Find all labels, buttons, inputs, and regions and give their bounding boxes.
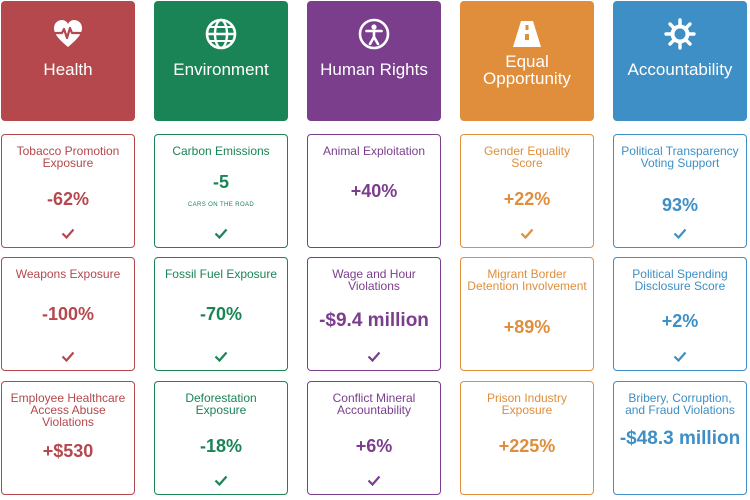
metric-value: -100%	[41, 304, 95, 324]
check-icon	[673, 351, 687, 362]
check-icon	[520, 228, 534, 239]
metric-value: -62%	[46, 189, 90, 209]
category-title: Equal Opportunity	[483, 52, 571, 88]
metric-value: +225%	[498, 436, 556, 456]
metric-label: Wage and Hour Violations	[332, 267, 416, 293]
metric-card[interactable]: Carbon Emissions -5 CARS ON THE ROAD	[154, 134, 288, 248]
check-icon	[214, 228, 228, 239]
metric-card[interactable]: Prison Industry Exposure +225%	[460, 381, 594, 495]
metric-value: -18%	[199, 436, 243, 456]
metric-card[interactable]: Gender Equality Score +22%	[460, 134, 594, 248]
category-header-health[interactable]: Health	[1, 1, 135, 121]
metric-value: +2%	[661, 311, 699, 331]
gear-icon	[664, 18, 696, 50]
metric-value: -$48.3 million	[619, 428, 741, 449]
metric-label: Bribery, Corruption, and Fraud Violation…	[625, 391, 735, 417]
metric-label: Employee Healthcare Access Abuse Violati…	[10, 391, 126, 429]
metric-card[interactable]: Employee Healthcare Access Abuse Violati…	[1, 381, 135, 495]
metric-value: +6%	[355, 436, 393, 456]
metric-label: Political Spending Disclosure Score	[632, 267, 728, 293]
metric-card[interactable]: Political Transparency Voting Support 93…	[613, 134, 747, 248]
category-header-accountability[interactable]: Accountability	[613, 1, 747, 121]
metric-value: +40%	[350, 181, 398, 201]
metric-card[interactable]: Tobacco Promotion Exposure -62%	[1, 134, 135, 248]
metric-card[interactable]: Migrant Border Detention Involvement +89…	[460, 257, 594, 371]
check-icon	[214, 351, 228, 362]
metric-label: Migrant Border Detention Involvement	[467, 267, 587, 293]
category-header-human-rights[interactable]: Human Rights	[307, 1, 441, 121]
metric-card[interactable]: Weapons Exposure -100%	[1, 257, 135, 371]
metric-card[interactable]: Bribery, Corruption, and Fraud Violation…	[613, 381, 747, 495]
metric-label: Gender Equality Score	[483, 144, 571, 170]
check-icon	[367, 351, 381, 362]
metric-card[interactable]: Wage and Hour Violations -$9.4 million	[307, 257, 441, 371]
metric-value: +89%	[503, 317, 551, 337]
road-icon	[513, 21, 541, 47]
heart-pulse-icon	[53, 20, 83, 47]
metric-label: Conflict Mineral Accountability	[332, 391, 416, 417]
metric-label: Animal Exploitation	[322, 144, 426, 158]
metric-label: Carbon Emissions	[172, 144, 270, 158]
metric-label: Deforestation Exposure	[185, 391, 257, 417]
metric-label: Prison Industry Exposure	[486, 391, 568, 417]
category-title: Human Rights	[320, 60, 428, 79]
metric-label: Tobacco Promotion Exposure	[16, 144, 120, 170]
category-header-environment[interactable]: Environment	[154, 1, 288, 121]
check-icon	[61, 228, 75, 239]
metric-card[interactable]: Political Spending Disclosure Score +2%	[613, 257, 747, 371]
globe-icon	[205, 18, 237, 50]
check-icon	[367, 475, 381, 486]
metric-value: +22%	[503, 189, 551, 209]
category-title: Health	[43, 60, 93, 79]
check-icon	[673, 228, 687, 239]
metric-card[interactable]: Conflict Mineral Accountability +6%	[307, 381, 441, 495]
metric-sublabel: CARS ON THE ROAD	[187, 202, 255, 208]
category-title: Accountability	[627, 60, 733, 79]
person-circle-icon	[358, 18, 390, 50]
metric-label: Weapons Exposure	[15, 267, 121, 281]
check-icon	[61, 351, 75, 362]
metric-value: -5	[212, 172, 229, 192]
metric-value: +$530	[42, 441, 94, 461]
metric-label: Fossil Fuel Exposure	[164, 267, 278, 281]
metric-card[interactable]: Animal Exploitation +40%	[307, 134, 441, 248]
metric-card[interactable]: Fossil Fuel Exposure -70%	[154, 257, 288, 371]
metric-card[interactable]: Deforestation Exposure -18%	[154, 381, 288, 495]
category-header-equal-opportunity[interactable]: Equal Opportunity	[460, 1, 594, 121]
check-icon	[214, 475, 228, 486]
category-title: Environment	[173, 60, 269, 79]
metric-value: 93%	[661, 195, 699, 215]
metric-value: -70%	[199, 304, 243, 324]
metric-value: -$9.4 million	[319, 310, 429, 331]
metric-label: Political Transparency Voting Support	[621, 144, 739, 170]
